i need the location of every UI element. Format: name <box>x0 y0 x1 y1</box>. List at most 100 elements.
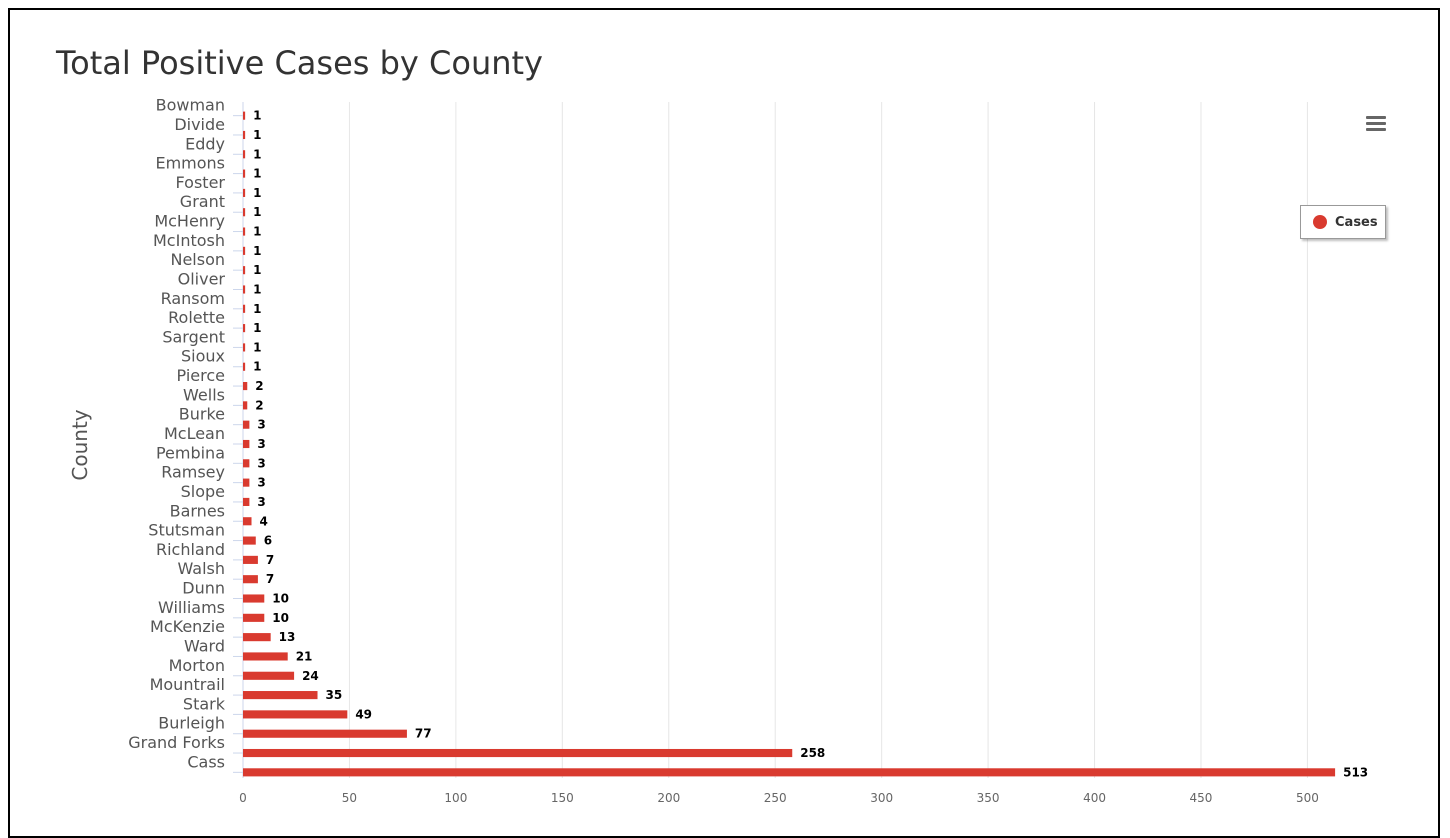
data-label: 1 <box>253 244 261 258</box>
category-label: Pierce <box>177 366 225 385</box>
bar[interactable] <box>243 497 250 506</box>
category-label: Stark <box>183 694 226 713</box>
bar[interactable] <box>243 652 288 661</box>
chart-title: Total Positive Cases by County <box>56 44 543 82</box>
category-label: Walsh <box>177 559 225 578</box>
category-label: Emmons <box>155 154 225 173</box>
category-label: Williams <box>158 598 225 617</box>
category-label: Burleigh <box>158 714 225 733</box>
hamburger-icon <box>1366 115 1386 119</box>
bar[interactable] <box>243 710 348 719</box>
bar[interactable] <box>243 575 258 584</box>
bar[interactable] <box>243 768 1336 777</box>
category-label: Bowman <box>156 96 225 115</box>
category-label: Morton <box>169 656 225 675</box>
data-label: 1 <box>253 109 261 123</box>
data-label: 2 <box>255 379 263 393</box>
bar[interactable] <box>243 729 407 738</box>
legend-item-cases[interactable]: Cases <box>1300 205 1386 239</box>
bar[interactable] <box>243 266 246 275</box>
category-label: McHenry <box>154 212 225 231</box>
bar[interactable] <box>243 517 252 526</box>
bar[interactable] <box>243 304 246 313</box>
data-label: 13 <box>279 630 296 644</box>
x-tick-label: 300 <box>870 791 893 805</box>
category-label: McKenzie <box>150 617 225 636</box>
x-tick-label: 250 <box>764 791 787 805</box>
bar[interactable] <box>243 555 258 564</box>
bar[interactable] <box>243 401 248 410</box>
category-label: Oliver <box>178 269 226 288</box>
x-tick-label: 450 <box>1190 791 1213 805</box>
bar[interactable] <box>243 169 246 178</box>
category-label: Dunn <box>182 579 225 598</box>
category-label: Cass <box>187 752 225 771</box>
category-label: Ramsey <box>161 463 225 482</box>
data-label: 10 <box>272 592 289 606</box>
bar[interactable] <box>243 362 246 371</box>
x-tick-label: 200 <box>657 791 680 805</box>
bar[interactable] <box>243 343 246 352</box>
data-label: 3 <box>257 495 265 509</box>
category-label: McLean <box>164 424 225 443</box>
data-label: 1 <box>253 186 261 200</box>
category-label: Ward <box>184 636 225 655</box>
category-label: Barnes <box>170 501 225 520</box>
data-label: 3 <box>257 456 265 470</box>
category-label: Ransom <box>161 289 225 308</box>
bar[interactable] <box>243 208 246 217</box>
bar[interactable] <box>243 459 250 468</box>
bar[interactable] <box>243 382 248 391</box>
bar[interactable] <box>243 613 265 622</box>
data-label: 513 <box>1343 765 1368 779</box>
bar[interactable] <box>243 246 246 255</box>
x-tick-label: 150 <box>551 791 574 805</box>
category-label: Rolette <box>168 308 225 327</box>
bar[interactable] <box>243 285 246 294</box>
category-label: McIntosh <box>153 231 225 250</box>
x-tick-label: 100 <box>444 791 467 805</box>
bar[interactable] <box>243 536 256 545</box>
y-axis-title: County <box>68 409 92 480</box>
legend-marker <box>1313 215 1327 229</box>
data-label: 4 <box>260 514 268 528</box>
x-tick-label: 400 <box>1083 791 1106 805</box>
category-label: Pembina <box>156 443 225 462</box>
x-tick-labels: 0 50 100 150 200 250 300 350 400 450 500 <box>239 791 1319 805</box>
category-label: Eddy <box>185 134 225 153</box>
bar[interactable] <box>243 188 246 197</box>
data-label: 1 <box>253 147 261 161</box>
bar[interactable] <box>243 439 250 449</box>
category-label: Burke <box>179 405 225 424</box>
category-label: Stutsman <box>148 521 225 540</box>
data-label: 1 <box>253 282 261 296</box>
x-tick-label: 50 <box>342 791 357 805</box>
chart-menu-button[interactable] <box>1362 111 1390 135</box>
data-label: 6 <box>264 534 272 548</box>
data-label: 7 <box>266 572 274 586</box>
bar[interactable] <box>243 150 246 159</box>
bar[interactable] <box>243 671 295 680</box>
bar[interactable] <box>243 691 318 700</box>
bar[interactable] <box>243 748 793 758</box>
data-label: 3 <box>257 437 265 451</box>
bar[interactable] <box>243 227 246 236</box>
category-labels: BowmanDivideEddyEmmonsFosterGrantMcHenry… <box>128 96 226 772</box>
bar[interactable] <box>243 111 246 120</box>
data-label: 77 <box>415 727 432 741</box>
data-label: 1 <box>253 128 261 142</box>
data-label: 10 <box>272 611 289 625</box>
x-tick-label: 500 <box>1296 791 1319 805</box>
data-label: 3 <box>257 418 265 432</box>
data-label: 258 <box>800 746 825 760</box>
bar[interactable] <box>243 478 250 487</box>
data-label: 1 <box>253 340 261 354</box>
category-label: Sargent <box>162 327 225 346</box>
data-label: 1 <box>253 263 261 277</box>
bar[interactable] <box>243 633 271 642</box>
bar[interactable] <box>243 594 265 603</box>
bar[interactable] <box>243 420 250 429</box>
bar[interactable] <box>243 130 246 140</box>
bar[interactable] <box>243 324 246 333</box>
value-labels: 1111111111111122333334677101013212435497… <box>253 109 1368 780</box>
